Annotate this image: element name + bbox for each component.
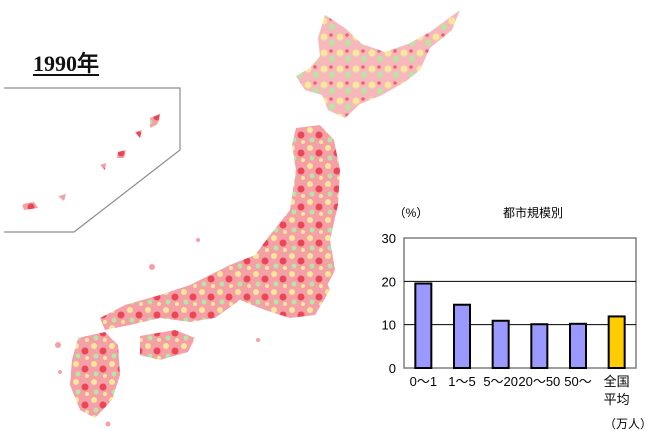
okinawa-islands: [22, 114, 160, 210]
year-title: 1990年: [33, 51, 100, 76]
bar: [453, 303, 471, 370]
x-tick-label: 0～1: [410, 374, 437, 389]
bars: [414, 282, 626, 370]
y-tick-label: 30: [382, 231, 396, 246]
bar: [530, 323, 549, 370]
y-axis-unit-label: （%）: [394, 206, 429, 220]
shikoku: [140, 330, 195, 360]
okinawa-inset-frame: [4, 87, 181, 233]
x-tick-label: 5～20: [483, 374, 518, 389]
x-tick-label: 全国: [604, 374, 630, 389]
bar: [491, 319, 510, 369]
y-tick-label: 0: [389, 361, 396, 376]
bar: [414, 282, 433, 369]
honshu-west: [100, 265, 240, 330]
bar: [607, 315, 626, 369]
gridlines: [404, 280, 636, 326]
honshu-central: [220, 210, 330, 318]
x-tick-label: 平均: [604, 392, 630, 407]
small-islands: [55, 238, 260, 427]
chart-title: 都市規模別: [503, 205, 563, 220]
bar: [569, 322, 587, 369]
kyushu: [70, 332, 120, 418]
y-tick-labels: 0 10 20 30: [382, 231, 396, 376]
x-axis-unit-label: （万人）: [604, 417, 649, 431]
plot-area: [403, 237, 637, 369]
y-tick-label: 20: [382, 274, 396, 289]
x-tick-label: 1～5: [448, 374, 475, 389]
x-tick-label: 50～: [564, 374, 591, 389]
x-tick-label: 20～50: [518, 374, 560, 389]
y-tick-label: 10: [382, 318, 396, 333]
hokkaido: [296, 10, 460, 118]
